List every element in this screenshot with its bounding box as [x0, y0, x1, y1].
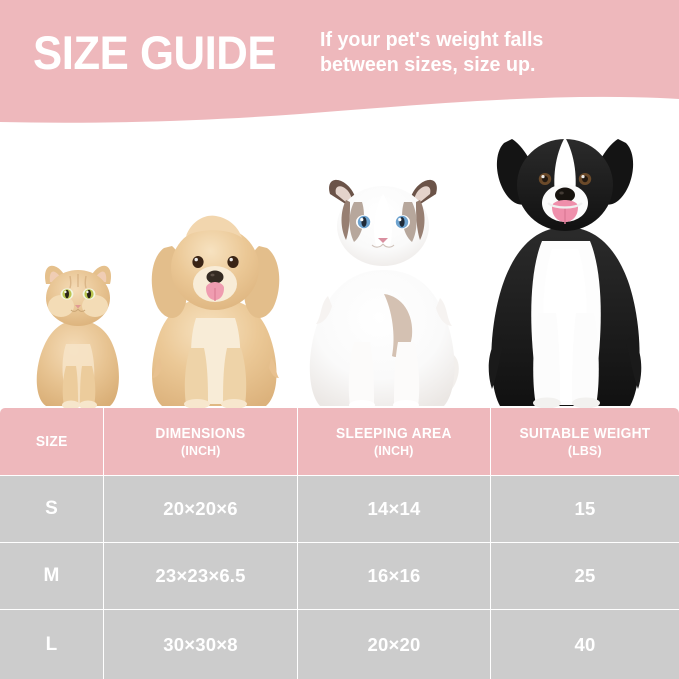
cell-weight: 40 — [490, 610, 679, 679]
cell-sleeping-area: 20×20 — [297, 610, 490, 679]
header-banner: SIZE GUIDE If your pet's weight falls be… — [0, 0, 679, 130]
table-row: S 20×20×6 14×14 15 — [0, 475, 679, 542]
header-tagline: If your pet's weight falls between sizes… — [320, 27, 543, 77]
cell-weight: 15 — [490, 476, 679, 542]
size-table: SIZE DIMENSIONS (INCH) SLEEPING AREA (IN… — [0, 408, 679, 679]
column-header-suitable-weight: SUITABLE WEIGHT (LBS) — [490, 408, 679, 475]
small-golden-shorthair-cat-image — [26, 248, 130, 408]
table-header-row: SIZE DIMENSIONS (INCH) SLEEPING AREA (IN… — [0, 408, 679, 475]
cell-dimensions: 30×30×8 — [103, 610, 297, 679]
cell-weight: 25 — [490, 543, 679, 609]
cell-sleeping-area: 16×16 — [297, 543, 490, 609]
cell-dimensions: 23×23×6.5 — [103, 543, 297, 609]
animal-lineup — [0, 112, 679, 408]
page-title: SIZE GUIDE — [33, 25, 277, 79]
column-header-sleeping-area: SLEEPING AREA (INCH) — [297, 408, 490, 475]
column-header-dimensions: DIMENSIONS (INCH) — [103, 408, 297, 475]
cell-size: L — [45, 633, 58, 655]
tagline-line-1: If your pet's weight falls — [320, 28, 544, 51]
cell-sleeping-area: 14×14 — [297, 476, 490, 542]
column-header-size: SIZE — [35, 433, 68, 450]
cell-size: M — [43, 565, 60, 586]
tagline-line-2: between sizes, size up. — [320, 53, 536, 76]
cell-size: S — [45, 498, 58, 519]
ragdoll-cat-image — [298, 176, 468, 408]
table-row: L 30×30×8 20×20 40 — [0, 609, 679, 679]
tan-fluffy-dog-image — [138, 208, 293, 408]
table-row: M 23×23×6.5 16×16 25 — [0, 542, 679, 609]
cell-dimensions: 20×20×6 — [103, 476, 297, 542]
header-wave-shape — [0, 0, 679, 123]
border-collie-dog-image — [482, 123, 648, 408]
